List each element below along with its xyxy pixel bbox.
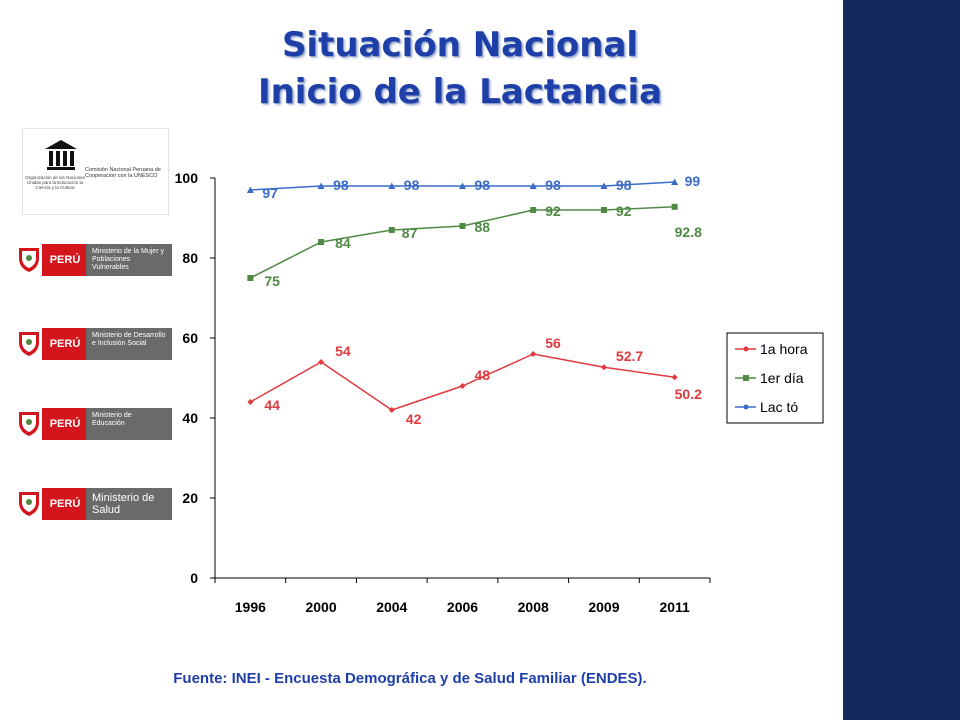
peru-coat-of-arms-icon [19, 248, 39, 272]
data-label: 52.7 [616, 348, 643, 364]
x-tick-label: 2009 [588, 599, 619, 615]
legend-label: 1a hora [760, 341, 808, 357]
data-label: 75 [264, 273, 280, 289]
unesco-org-text: Organización de las Naciones Unidas para… [25, 175, 85, 190]
data-label: 98 [616, 177, 632, 193]
peru-badge: PERÚ [42, 244, 88, 276]
data-label: 87 [402, 225, 418, 241]
ministry-name: Ministerio de Desarrollo e Inclusión Soc… [86, 328, 172, 360]
x-tick-label: 1996 [235, 599, 266, 615]
y-tick-label: 80 [182, 250, 198, 266]
peru-coat-of-arms-icon [19, 492, 39, 516]
data-label: 98 [333, 177, 349, 193]
data-point [600, 364, 607, 371]
x-tick-label: 2008 [518, 599, 549, 615]
data-point [600, 182, 608, 189]
data-point [671, 178, 679, 185]
data-label: 48 [475, 367, 491, 383]
legend-label: Lac tó [760, 399, 798, 415]
data-label: 56 [545, 335, 561, 351]
peru-coat-of-arms-icon [19, 412, 39, 436]
peru-badge: PERÚ [42, 408, 88, 440]
data-point [671, 203, 678, 210]
data-point [247, 275, 254, 281]
data-point [459, 182, 466, 189]
data-label: 98 [475, 177, 491, 193]
data-label: 99 [685, 173, 701, 189]
data-label: 50.2 [675, 386, 702, 402]
data-point [318, 239, 325, 245]
data-point [530, 351, 537, 357]
unesco-commission-text: Comisión Nacional Peruana de Cooperación… [85, 167, 161, 179]
data-point [388, 227, 395, 233]
ministry-name: Ministerio de Educación [86, 408, 172, 440]
data-point [388, 182, 396, 189]
x-tick-label: 2004 [376, 599, 407, 615]
data-point [671, 374, 678, 381]
y-tick-label: 60 [182, 330, 198, 346]
data-point [530, 207, 537, 213]
data-label: 44 [264, 397, 280, 413]
data-point [600, 207, 607, 213]
data-label: 98 [404, 177, 420, 193]
y-tick-label: 40 [182, 410, 198, 426]
ministry-logo-educacion: PERÚ Ministerio de Educación [14, 402, 174, 448]
data-label: 54 [335, 343, 351, 359]
data-point [318, 359, 325, 365]
x-tick-label: 2006 [447, 599, 478, 615]
y-tick-label: 100 [175, 170, 199, 186]
data-label: 92 [545, 203, 561, 219]
series-line-0 [249, 353, 675, 411]
legend-marker [743, 404, 749, 410]
legend-label: 1er día [760, 370, 804, 386]
peru-coat-of-arms-icon [19, 332, 39, 356]
title-line-2: Inicio de la Lactancia [257, 72, 663, 112]
unesco-temple-icon [45, 140, 77, 170]
ministry-logo-salud: PERÚ Ministerio de Salud [14, 482, 174, 528]
data-label: 97 [262, 185, 278, 201]
data-label: 92.8 [675, 224, 702, 240]
data-label: 42 [406, 411, 422, 427]
x-tick-label: 2011 [659, 599, 690, 615]
data-point [529, 182, 537, 189]
series-line-1 [250, 206, 675, 279]
data-label: 98 [545, 177, 561, 193]
ministry-logo-desarrollo: PERÚ Ministerio de Desarrollo e Inclusió… [14, 322, 174, 368]
data-point [459, 223, 466, 229]
ministry-logo-mujer: PERÚ Ministerio de la Mujer y Poblacione… [14, 238, 174, 284]
y-tick-label: 0 [190, 570, 198, 586]
source-note: Fuente: INEI - Encuesta Demográfica y de… [173, 670, 647, 687]
x-tick-label: 2000 [305, 599, 336, 615]
data-point [317, 182, 325, 189]
data-point [247, 399, 254, 405]
data-point [246, 186, 254, 193]
data-label: 92 [616, 203, 632, 219]
y-tick-label: 20 [182, 490, 198, 506]
data-point [388, 407, 395, 413]
page-title: Situación Nacional Inicio de la Lactanci… [150, 22, 770, 116]
data-point [459, 383, 466, 389]
unesco-logo: Organización de las Naciones Unidas para… [22, 128, 169, 215]
legend-marker [743, 375, 749, 381]
legend-marker [743, 346, 749, 352]
ministry-name: Ministerio de la Mujer y Poblaciones Vul… [86, 244, 172, 276]
peru-badge: PERÚ [42, 488, 88, 520]
data-label: 84 [335, 235, 351, 251]
peru-badge: PERÚ [42, 328, 88, 360]
side-bar [843, 0, 960, 720]
ministry-name: Ministerio de Salud [86, 488, 172, 520]
data-label: 88 [475, 219, 491, 235]
title-line-1: Situación Nacional [281, 25, 639, 65]
